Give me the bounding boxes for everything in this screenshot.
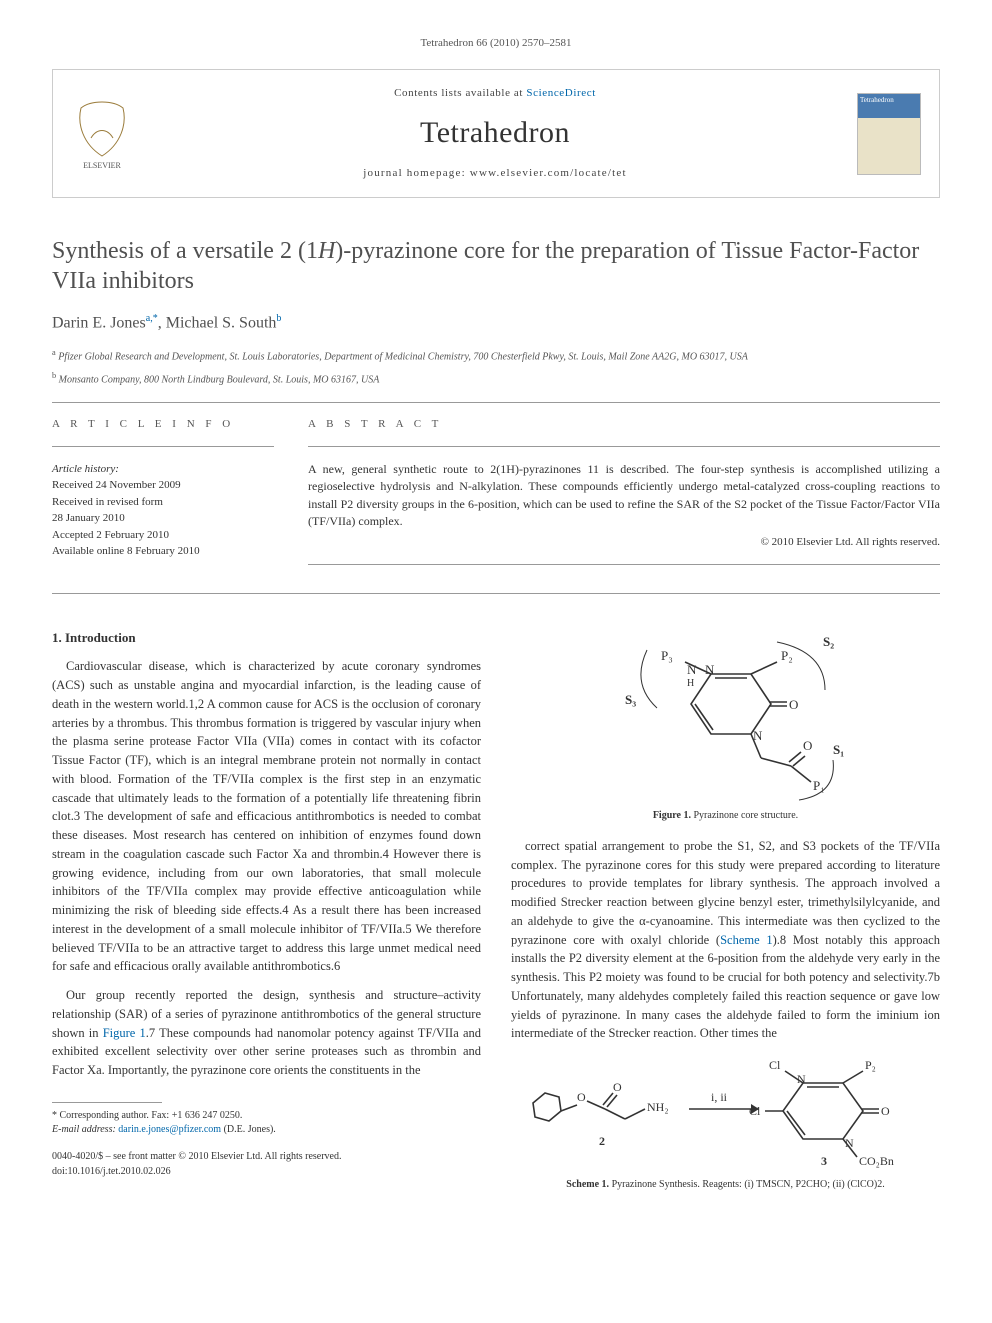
divider	[308, 564, 940, 565]
figure-1-caption-bold: Figure 1.	[653, 810, 691, 821]
svg-text:Cl: Cl	[749, 1104, 761, 1118]
footnote-rule	[52, 1102, 162, 1103]
history-revised-date: 28 January 2010	[52, 510, 274, 527]
svg-text:O: O	[613, 1080, 622, 1094]
figure-1: N N O P₃ N H P₂	[511, 634, 940, 823]
scheme-1-link[interactable]: Scheme 1	[720, 933, 773, 947]
footnotes: * Corresponding author. Fax: +1 636 247 …	[52, 1109, 481, 1137]
svg-text:O: O	[881, 1104, 890, 1118]
history-label: Article history:	[52, 461, 274, 478]
paragraph-3: correct spatial arrangement to probe the…	[511, 837, 940, 1043]
article-title: Synthesis of a versatile 2 (1H)-pyrazino…	[52, 236, 940, 296]
svg-text:P₂: P₂	[781, 648, 793, 663]
svg-text:N: N	[705, 662, 715, 677]
elsevier-label: ELSEVIER	[83, 161, 121, 170]
author-1-affil: a,	[146, 313, 153, 324]
p3-text-b: ).8 Most notably this approach installs …	[511, 933, 940, 1041]
svg-text:S₃: S₃	[625, 692, 636, 707]
svg-text:CO₂Bn: CO₂Bn	[859, 1154, 894, 1168]
corresponding-author: * Corresponding author. Fax: +1 636 247 …	[52, 1109, 481, 1123]
author-1-name: Darin E. Jones	[52, 315, 146, 332]
svg-text:S₁: S₁	[833, 742, 844, 757]
svg-text:P₃: P₃	[661, 648, 673, 663]
abstract-label: A B S T R A C T	[308, 417, 940, 432]
author-2-name: Michael S. South	[166, 315, 277, 332]
divider	[52, 446, 274, 447]
divider	[308, 446, 940, 447]
svg-text:O: O	[789, 697, 798, 712]
svg-text:H: H	[687, 678, 694, 689]
author-sep: ,	[158, 315, 166, 332]
svg-text:NH₂: NH₂	[647, 1100, 669, 1114]
cover-label: Tetrahedron	[860, 96, 894, 104]
doi-line: doi:10.1016/j.tet.2010.02.026	[52, 1164, 481, 1179]
svg-text:O: O	[803, 738, 812, 753]
affiliation-b: b Monsanto Company, 800 North Lindburg B…	[52, 370, 940, 387]
paragraph-2: Our group recently reported the design, …	[52, 986, 481, 1080]
affiliation-a: a Pfizer Global Research and Development…	[52, 347, 940, 364]
sciencedirect-link[interactable]: ScienceDirect	[526, 87, 596, 99]
affiliation-b-text: Monsanto Company, 800 North Lindburg Bou…	[59, 375, 380, 386]
paragraph-1: Cardiovascular disease, which is charact…	[52, 657, 481, 976]
divider	[52, 593, 940, 594]
svg-text:i, ii: i, ii	[711, 1090, 728, 1104]
front-matter-line: 0040-4020/$ – see front matter © 2010 El…	[52, 1149, 481, 1164]
title-italic: H	[318, 238, 335, 264]
svg-text:3: 3	[821, 1154, 827, 1168]
abstract-text: A new, general synthetic route to 2(1H)-…	[308, 461, 940, 531]
journal-name: Tetrahedron	[151, 112, 839, 154]
scheme-1-caption: Scheme 1. Pyrazinone Synthesis. Reagents…	[511, 1177, 940, 1192]
history-accepted: Accepted 2 February 2010	[52, 527, 274, 544]
svg-text:S₂: S₂	[823, 634, 834, 649]
journal-cover-thumbnail: Tetrahedron	[857, 93, 921, 175]
email-trail: (D.E. Jones).	[221, 1124, 276, 1135]
figure-1-caption: Figure 1. Pyrazinone core structure.	[511, 808, 940, 823]
email-link[interactable]: darin.e.jones@pfizer.com	[118, 1124, 221, 1135]
article-history: Article history: Received 24 November 20…	[52, 461, 274, 560]
body-column-left: 1. Introduction Cardiovascular disease, …	[52, 628, 481, 1206]
masthead: ELSEVIER Contents lists available at Sci…	[52, 69, 940, 198]
email-label: E-mail address:	[52, 1124, 116, 1135]
contents-line: Contents lists available at ScienceDirec…	[151, 86, 839, 101]
article-info-label: A R T I C L E I N F O	[52, 417, 274, 432]
body-column-right: N N O P₃ N H P₂	[511, 628, 940, 1206]
author-2-affil: b	[276, 313, 281, 324]
scheme-1: O O NH₂ 2 i, ii	[511, 1053, 940, 1192]
elsevier-logo: ELSEVIER	[71, 98, 133, 170]
divider	[52, 402, 940, 403]
homepage-line: journal homepage: www.elsevier.com/locat…	[151, 166, 839, 181]
svg-text:Cl: Cl	[769, 1058, 781, 1072]
homepage-url[interactable]: www.elsevier.com/locate/tet	[470, 167, 627, 179]
p3-text-a: correct spatial arrangement to probe the…	[511, 839, 940, 947]
figure-1-caption-text: Pyrazinone core structure.	[691, 810, 798, 821]
contents-prefix: Contents lists available at	[394, 87, 526, 99]
svg-text:O: O	[577, 1090, 586, 1104]
running-head: Tetrahedron 66 (2010) 2570–2581	[52, 36, 940, 51]
history-revised-label: Received in revised form	[52, 494, 274, 511]
history-received: Received 24 November 2009	[52, 477, 274, 494]
svg-text:N: N	[687, 662, 697, 677]
scheme-1-caption-text: Pyrazinone Synthesis. Reagents: (i) TMSC…	[609, 1179, 885, 1190]
history-online: Available online 8 February 2010	[52, 543, 274, 560]
affiliation-a-text: Pfizer Global Research and Development, …	[58, 351, 748, 362]
title-part1: Synthesis of a versatile 2 (1	[52, 238, 318, 264]
abstract-copyright: © 2010 Elsevier Ltd. All rights reserved…	[308, 535, 940, 550]
homepage-prefix: journal homepage:	[363, 167, 470, 179]
figure-1-link[interactable]: Figure 1	[103, 1026, 146, 1040]
scheme-1-caption-bold: Scheme 1.	[566, 1179, 609, 1190]
bottom-meta: 0040-4020/$ – see front matter © 2010 El…	[52, 1149, 481, 1179]
svg-text:2: 2	[599, 1134, 605, 1148]
section-heading-introduction: 1. Introduction	[52, 628, 481, 648]
authors: Darin E. Jonesa,*, Michael S. Southb	[52, 312, 940, 335]
svg-text:P₂: P₂	[865, 1058, 876, 1072]
